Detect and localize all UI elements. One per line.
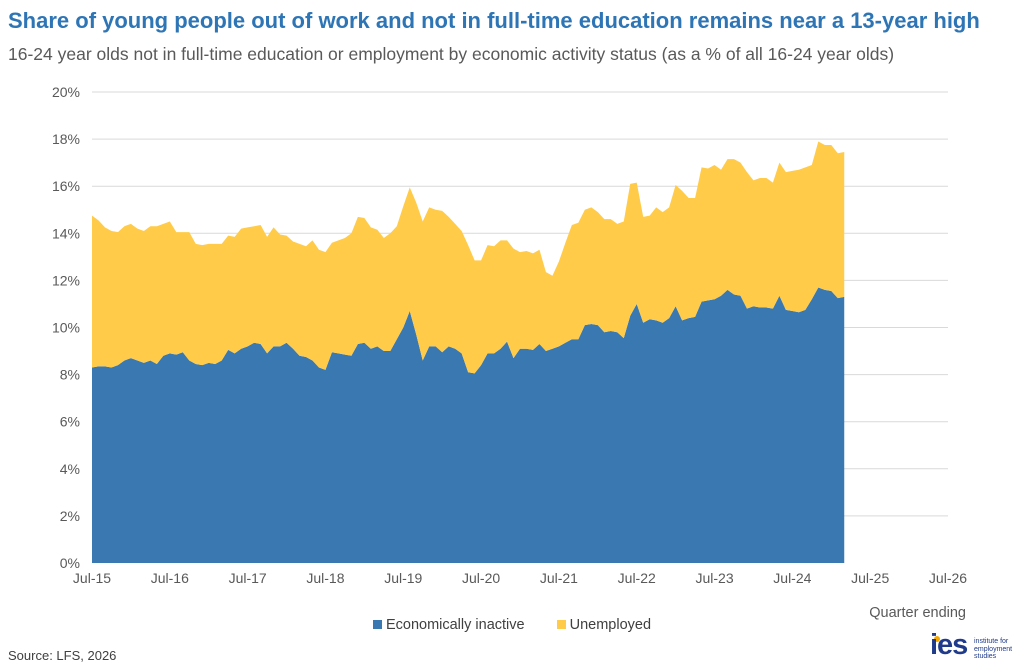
x-tick-label: Jul-25 — [851, 570, 889, 586]
x-tick-label: Jul-26 — [929, 570, 967, 586]
y-axis-ticks: 0% 2% 4% 6% 8% 10% 12% 14% 16% 18% 20% — [52, 84, 80, 571]
y-tick-label: 2% — [60, 508, 80, 524]
legend-swatch-inactive — [372, 619, 382, 629]
source-note: Source: LFS, 2026 — [8, 648, 117, 663]
area-unemployed — [92, 141, 845, 374]
y-tick-label: 12% — [52, 272, 80, 288]
x-tick-label: Jul-21 — [540, 570, 578, 586]
y-tick-label: 20% — [52, 84, 80, 100]
legend: Economically inactive Unemployed — [0, 617, 1024, 633]
x-tick-label: Jul-20 — [462, 570, 500, 586]
x-tick-label: Jul-18 — [306, 570, 344, 586]
x-tick-label: Jul-24 — [773, 570, 811, 586]
logo-tagline: institute for employment studies — [974, 638, 1013, 660]
x-axis-ticks: Jul-15 Jul-16 Jul-17 Jul-18 Jul-19 Jul-20 Jul-… — [73, 570, 967, 586]
x-tick-label: Jul-23 — [695, 570, 733, 586]
area-economically-inactive — [92, 287, 845, 563]
stacked-area-chart: 0%2%4%6%8%10%12%14%16%18%20% Jul-15 Jul-1… — [52, 84, 967, 586]
y-tick-label: 14% — [52, 225, 80, 241]
x-tick-label: Jul-17 — [229, 570, 267, 586]
y-tick-label: 8% — [60, 367, 80, 383]
legend-item-unemployed: Unemployed — [556, 617, 652, 633]
legend-label-unemployed: Unemployed — [569, 617, 652, 633]
legend-label-inactive: Economically inactive — [385, 617, 525, 633]
x-tick-label: Jul-22 — [618, 570, 656, 586]
y-tick-label: 4% — [60, 461, 80, 477]
y-tick-label: 10% — [52, 320, 80, 336]
y-tick-label: 16% — [52, 178, 80, 194]
chart-subtitle: 16-24 year olds not in full-time educati… — [8, 44, 895, 64]
x-tick-label: Jul-15 — [73, 570, 111, 586]
chart-title: Share of young people out of work and no… — [8, 8, 980, 33]
legend-swatch-unemployed — [556, 619, 566, 629]
x-axis-label: Quarter ending — [869, 605, 966, 621]
x-tick-label: Jul-19 — [384, 570, 422, 586]
y-tick-label: 18% — [52, 131, 80, 147]
legend-item-inactive: Economically inactive — [372, 617, 525, 633]
logo-dot — [934, 636, 940, 642]
y-tick-label: 6% — [60, 414, 80, 430]
y-tick-label: 0% — [60, 555, 80, 571]
x-tick-label: Jul-16 — [151, 570, 189, 586]
logo-wordmark: ies — [930, 629, 968, 661]
